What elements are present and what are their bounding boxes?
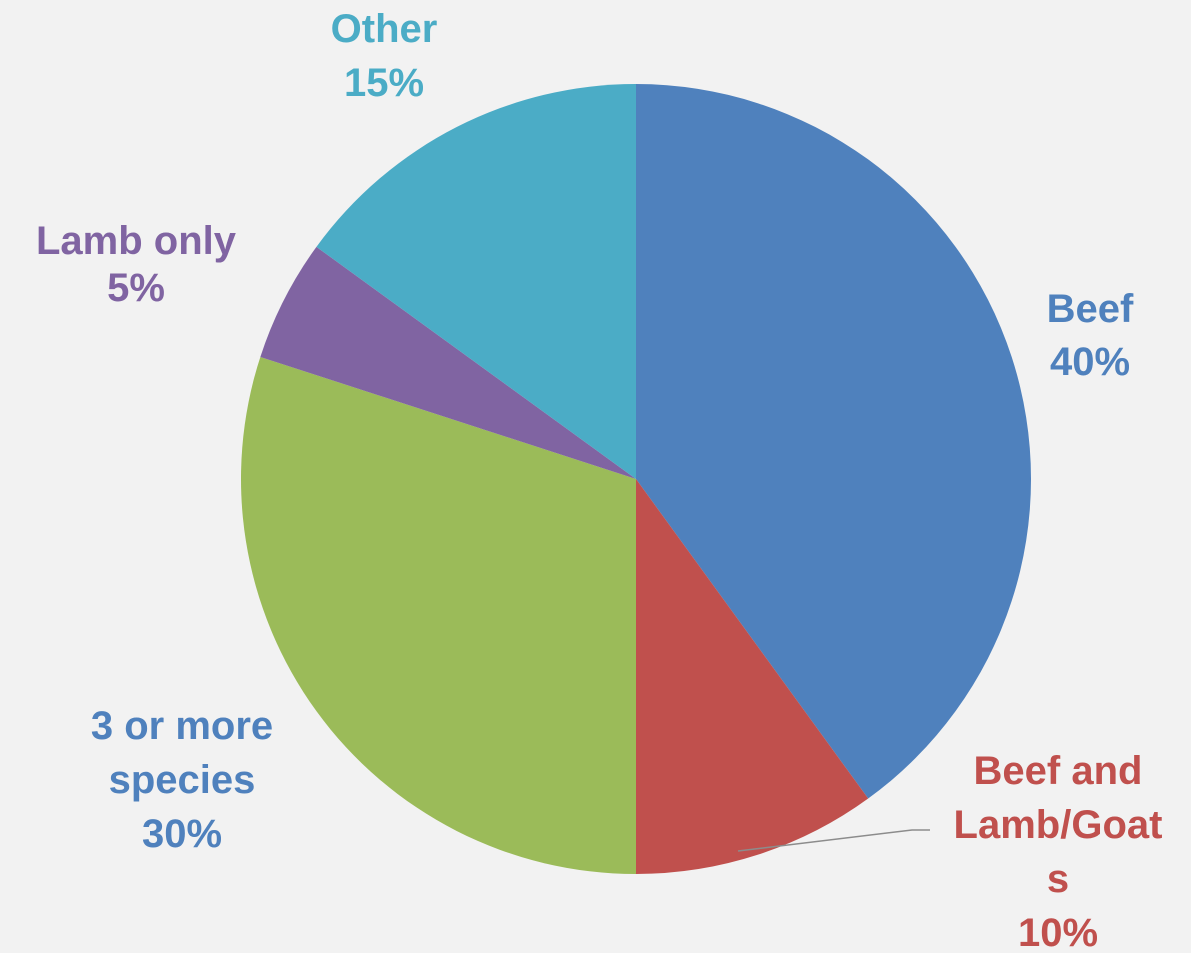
data-label-value: 5% (107, 266, 165, 310)
data-label-value: 10% (1018, 911, 1098, 953)
pie-slice-lamb-only (260, 246, 636, 479)
data-label-category: Lamb only (36, 219, 237, 263)
pie-slice-other (316, 84, 636, 479)
data-label-value: 15% (344, 61, 424, 105)
data-label-3-or-more-species: 3 or more species 30% (91, 704, 273, 856)
pie-slice-beef (636, 84, 1032, 799)
data-label-category: Beef and (974, 749, 1143, 793)
data-label-category: species (109, 758, 256, 802)
data-label-beef: Beef 40% (1047, 287, 1134, 384)
leader-lines (737, 829, 930, 852)
pie-slice-beef-and-lamb-goats (636, 479, 869, 874)
leader-line (737, 829, 930, 852)
data-labels: Beef 40% Beef and Lamb/Goat s 10% 3 or more spe… (36, 7, 1162, 953)
data-label-value: 40% (1050, 340, 1130, 384)
data-label-category: Other (331, 7, 438, 51)
data-label-other: Other 15% (331, 7, 438, 105)
data-label-category: Beef (1047, 287, 1134, 331)
pie-slice-3-or-more-species (240, 356, 636, 874)
data-label-category: 3 or more (91, 704, 273, 748)
pie-slices (240, 84, 1032, 874)
data-label-category: Lamb/Goat (954, 803, 1163, 847)
data-label-lamb-only: Lamb only 5% (36, 219, 237, 310)
data-label-value: 30% (142, 812, 222, 856)
data-label-beef-and-lamb-goats: Beef and Lamb/Goat s 10% (954, 749, 1163, 953)
data-label-category: s (1047, 857, 1069, 901)
